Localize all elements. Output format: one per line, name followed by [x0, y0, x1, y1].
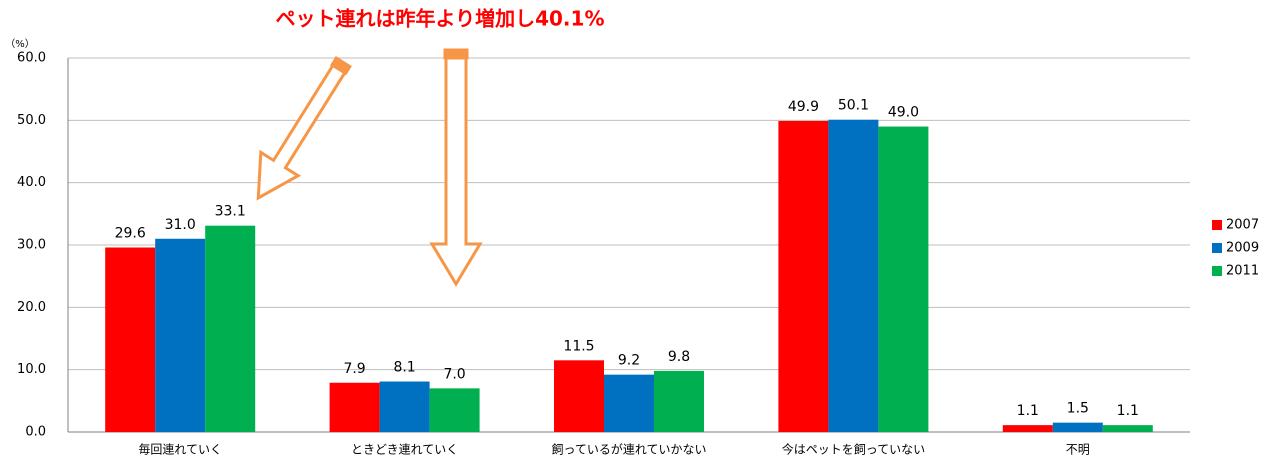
data-label: 9.2 [618, 353, 640, 369]
data-label: 7.0 [443, 366, 465, 382]
arrow [429, 48, 483, 287]
y-tick-label: 60.0 [17, 51, 46, 66]
data-label: 8.1 [393, 360, 415, 376]
data-label: 49.0 [888, 105, 919, 121]
data-label: 1.1 [1117, 403, 1139, 419]
bar [604, 374, 654, 432]
y-tick-label: 50.0 [17, 113, 46, 128]
legend-label: 2011 [1226, 264, 1259, 279]
bar [155, 238, 206, 432]
x-tick-label: 飼っているが連れていかない [551, 442, 706, 457]
y-tick-label: 30.0 [17, 238, 46, 253]
data-label: 31.0 [165, 217, 196, 233]
legend-swatch [1212, 266, 1222, 276]
bar [1102, 425, 1153, 432]
data-label: 9.8 [668, 349, 690, 365]
bar [554, 360, 604, 432]
y-tick-label: 0.0 [25, 425, 46, 440]
annotation-arrows [256, 48, 483, 287]
x-tick-label: 毎回連れていく [138, 442, 222, 457]
x-tick-label: 今はペットを飼っていない [782, 442, 925, 457]
arrow [256, 55, 352, 201]
legend-label: 2007 [1226, 218, 1259, 233]
data-label: 11.5 [563, 338, 594, 354]
bar [429, 388, 480, 432]
bar [1002, 425, 1053, 432]
data-label: 1.1 [1017, 403, 1039, 419]
bar [379, 381, 430, 432]
legend-label: 2009 [1226, 241, 1259, 256]
data-label: 33.1 [215, 204, 246, 220]
bar [1052, 422, 1103, 432]
data-label: 50.1 [838, 98, 869, 114]
y-tick-label: 20.0 [17, 300, 46, 315]
data-label: 7.9 [343, 361, 365, 377]
bar [105, 247, 156, 432]
bar [329, 382, 380, 432]
bar [778, 120, 829, 432]
x-tick-label: ときどき連れていく [351, 443, 458, 457]
bar [828, 119, 879, 433]
data-label: 49.9 [788, 99, 819, 115]
legend-swatch [1212, 243, 1222, 253]
legend-swatch [1212, 220, 1222, 230]
bar [878, 126, 929, 433]
chart-title: ペット連れは昨年より増加し40.1% [276, 7, 605, 31]
y-unit: （%） [5, 38, 35, 50]
y-tick-label: 10.0 [17, 362, 46, 377]
data-label: 29.6 [115, 225, 146, 241]
bar [654, 370, 704, 432]
bar [205, 225, 256, 432]
x-tick-label: 不明 [1066, 443, 1090, 457]
data-label: 1.5 [1067, 401, 1089, 417]
y-tick-label: 40.0 [17, 175, 46, 190]
